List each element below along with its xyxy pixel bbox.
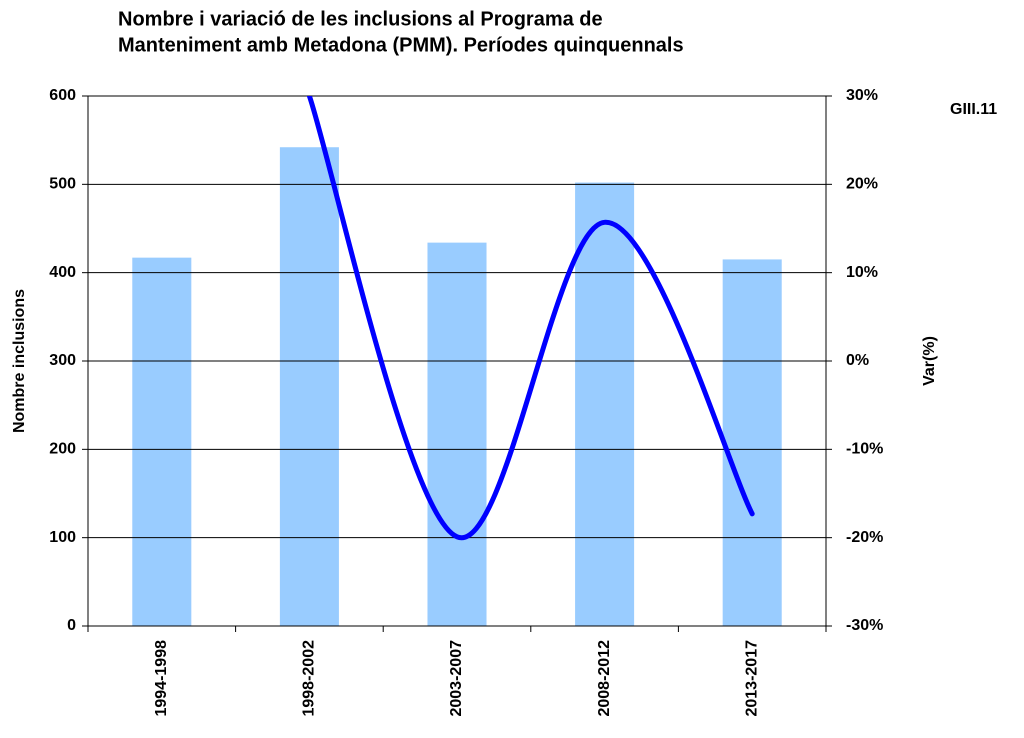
x-tick-label: 2013-2017 [743,640,760,717]
line [306,96,755,540]
chart-title: Nombre i variació de les inclusions al P… [118,8,603,30]
bar [279,147,339,626]
x-tick-label: 1994-1998 [153,640,170,717]
y-tick-label: 400 [49,264,76,281]
annotation: GIII.11 [950,101,997,118]
bar [722,259,782,626]
y2-tick-label: 20% [846,176,878,193]
y2-tick-label: 30% [846,87,878,104]
x-tick-label: 2008-2012 [596,640,613,717]
y2-tick-label: -10% [846,441,883,458]
y-axis-title: Nombre inclusions [11,289,28,433]
y2-tick-label: 10% [846,264,878,281]
bar [575,182,635,627]
chart-title: Manteniment amb Metadona (PMM). Períodes… [118,34,684,56]
y2-tick-label: 0% [846,352,869,369]
x-tick-label: 1998-2002 [301,640,318,717]
y-tick-label: 500 [49,176,76,193]
bar [427,242,487,626]
y2-tick-label: -30% [846,617,883,634]
y2-axis-title: Var(%) [921,336,938,386]
x-tick-label: 2003-2007 [448,640,465,717]
y-tick-label: 0 [67,617,76,634]
y-tick-label: 600 [49,87,76,104]
bar [132,257,192,626]
y2-tick-label: -20% [846,529,883,546]
y-tick-label: 200 [49,441,76,458]
y-tick-label: 300 [49,352,76,369]
y-tick-label: 100 [49,529,76,546]
